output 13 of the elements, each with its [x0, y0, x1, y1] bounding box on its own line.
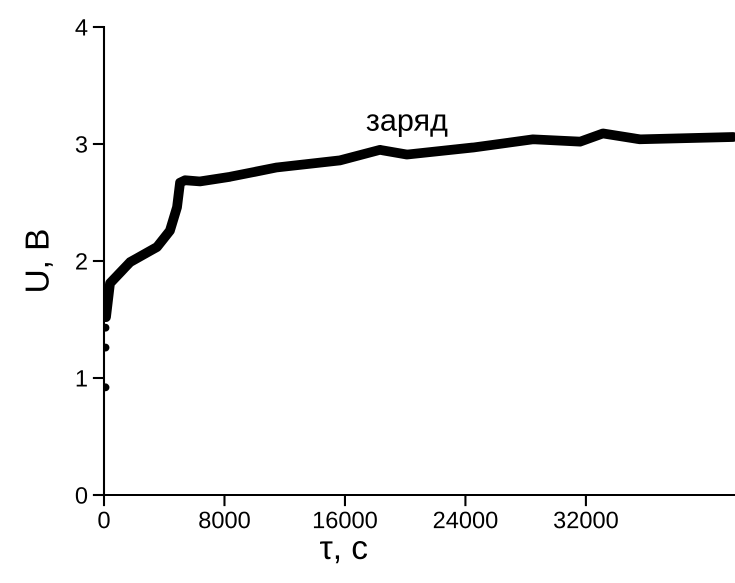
x-tick-label: 32000	[554, 512, 618, 528]
y-tick-label: 0	[76, 487, 88, 504]
annotation: заряд	[366, 114, 448, 137]
y-axis-title: U, В	[26, 230, 53, 291]
y-tick-label: 3	[76, 136, 87, 153]
y-tick-label: 2	[76, 253, 87, 270]
x-tick-label: 24000	[434, 512, 498, 528]
y-tick-label: 1	[76, 370, 87, 387]
x-axis-title: τ, с	[320, 541, 368, 564]
x-tick-label: 0	[98, 512, 110, 528]
x-tick-label: 16000	[314, 512, 377, 528]
x-tick-label: 8000	[199, 512, 250, 528]
y-tick-label: 4	[75, 19, 88, 36]
